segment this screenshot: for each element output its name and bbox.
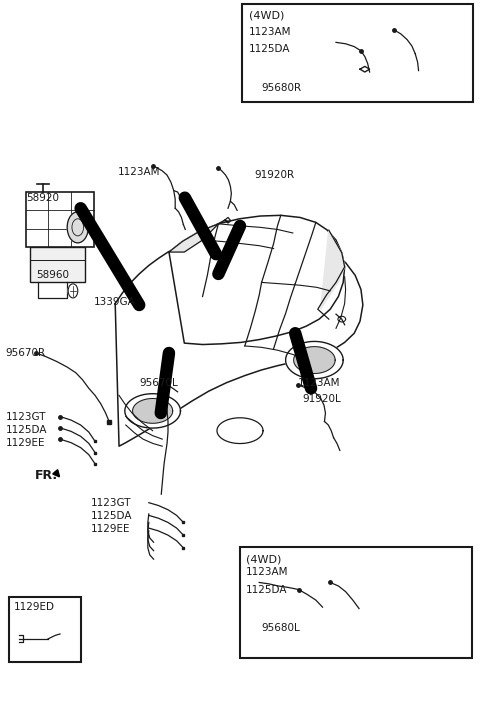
- Text: 1129EE: 1129EE: [91, 525, 131, 534]
- Text: 95670R: 95670R: [6, 348, 46, 358]
- Bar: [242, 4, 473, 102]
- Text: 95670L: 95670L: [139, 378, 178, 388]
- Circle shape: [68, 284, 78, 298]
- Text: 1123GT: 1123GT: [6, 412, 46, 421]
- Bar: [26, 192, 94, 247]
- Text: (4WD): (4WD): [246, 554, 282, 564]
- Text: 1125DA: 1125DA: [249, 44, 290, 54]
- Text: 1123GT: 1123GT: [91, 498, 132, 508]
- Bar: [240, 547, 472, 658]
- Polygon shape: [286, 342, 343, 378]
- Circle shape: [67, 212, 88, 243]
- Polygon shape: [321, 230, 345, 309]
- Bar: [9, 597, 81, 662]
- Polygon shape: [294, 347, 335, 373]
- Text: 95680R: 95680R: [262, 83, 302, 93]
- Text: 1123AM: 1123AM: [249, 27, 291, 37]
- Text: 1123AM: 1123AM: [298, 378, 340, 388]
- Text: 1125DA: 1125DA: [6, 425, 47, 435]
- Text: 1129EE: 1129EE: [6, 438, 45, 448]
- Polygon shape: [217, 418, 263, 443]
- Text: 91920L: 91920L: [302, 394, 341, 404]
- Text: 91920R: 91920R: [254, 170, 295, 180]
- Text: (4WD): (4WD): [249, 11, 284, 20]
- Polygon shape: [169, 224, 218, 252]
- Text: 1123AM: 1123AM: [118, 167, 160, 177]
- Polygon shape: [115, 234, 363, 446]
- Polygon shape: [125, 394, 180, 428]
- Text: 1125DA: 1125DA: [246, 585, 288, 594]
- Polygon shape: [132, 398, 173, 424]
- Text: 1129ED: 1129ED: [13, 602, 54, 611]
- Text: 58960: 58960: [36, 270, 69, 280]
- Text: FR.: FR.: [35, 469, 58, 481]
- Text: 1339GA: 1339GA: [94, 297, 135, 307]
- Text: 58920: 58920: [26, 193, 59, 203]
- Bar: [30, 247, 85, 282]
- Polygon shape: [169, 215, 345, 345]
- Text: 1125DA: 1125DA: [91, 511, 132, 521]
- Text: 1123AM: 1123AM: [246, 567, 289, 577]
- Text: 95680L: 95680L: [262, 623, 300, 633]
